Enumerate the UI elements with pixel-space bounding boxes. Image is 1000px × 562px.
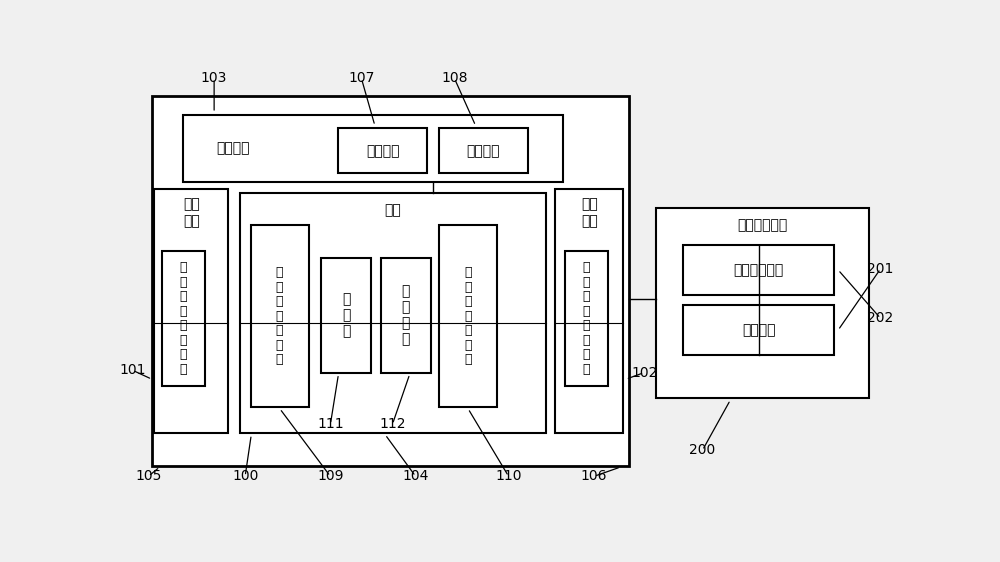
Text: 200: 200 bbox=[689, 443, 716, 457]
Text: 损
坏
检
测
指
示
灯: 损 坏 检 测 指 示 灯 bbox=[464, 266, 472, 366]
Text: 101: 101 bbox=[120, 364, 146, 377]
Text: 202: 202 bbox=[868, 311, 894, 325]
Text: 顶面: 顶面 bbox=[384, 203, 401, 217]
Bar bbox=[183, 115, 563, 182]
Text: 第三侧面: 第三侧面 bbox=[217, 142, 250, 156]
Text: 第二
侧面: 第二 侧面 bbox=[581, 197, 598, 228]
Text: 112: 112 bbox=[379, 418, 406, 432]
Bar bbox=[683, 306, 834, 355]
Text: 电源模块: 电源模块 bbox=[742, 323, 775, 337]
Text: 显
示
屏: 显 示 屏 bbox=[342, 292, 350, 338]
Bar bbox=[381, 258, 431, 373]
Text: 111: 111 bbox=[317, 418, 344, 432]
Bar bbox=[338, 128, 427, 174]
Text: 控
制
按
钮: 控 制 按 钮 bbox=[402, 284, 410, 347]
Text: 102: 102 bbox=[631, 365, 657, 379]
Text: 内部控制电路: 内部控制电路 bbox=[737, 219, 788, 233]
Text: 107: 107 bbox=[348, 71, 375, 85]
Bar bbox=[162, 251, 205, 386]
Text: 201: 201 bbox=[867, 262, 894, 276]
Text: 第
一
连
接
通
道
接
口: 第 一 连 接 通 道 接 口 bbox=[180, 261, 187, 375]
Text: 109: 109 bbox=[317, 469, 344, 483]
Bar bbox=[251, 225, 309, 407]
Bar bbox=[683, 245, 834, 294]
Text: 103: 103 bbox=[201, 71, 227, 85]
Text: 100: 100 bbox=[232, 469, 258, 483]
Text: 第一
侧面: 第一 侧面 bbox=[183, 197, 200, 228]
Text: 106: 106 bbox=[581, 469, 607, 483]
Bar bbox=[555, 189, 623, 433]
Text: 电源接口: 电源接口 bbox=[366, 144, 399, 158]
Text: 通
路
信
号
指
示
灯: 通 路 信 号 指 示 灯 bbox=[276, 266, 283, 366]
Text: 110: 110 bbox=[495, 469, 522, 483]
Bar bbox=[321, 258, 371, 373]
Text: 108: 108 bbox=[441, 71, 468, 85]
Bar bbox=[240, 193, 546, 433]
Text: 第
二
连
接
通
道
接
口: 第 二 连 接 通 道 接 口 bbox=[583, 261, 590, 375]
Bar bbox=[565, 251, 608, 386]
Text: 控制电路模块: 控制电路模块 bbox=[733, 263, 784, 277]
Bar bbox=[656, 208, 869, 398]
Text: 104: 104 bbox=[402, 469, 429, 483]
Bar bbox=[439, 225, 497, 407]
Text: 检测开关: 检测开关 bbox=[467, 144, 500, 158]
Bar bbox=[154, 189, 228, 433]
Bar bbox=[439, 128, 528, 174]
Bar bbox=[152, 96, 629, 465]
Text: 105: 105 bbox=[135, 469, 161, 483]
